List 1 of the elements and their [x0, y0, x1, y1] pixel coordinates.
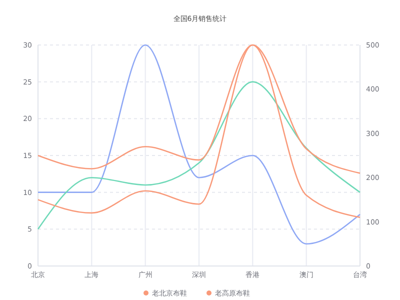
line-series: [37, 81, 361, 230]
